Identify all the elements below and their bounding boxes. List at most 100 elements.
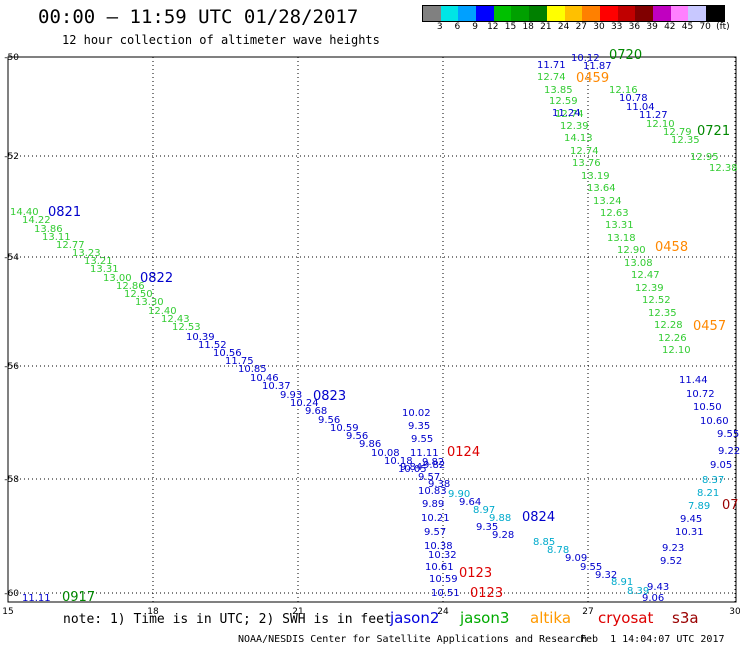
colorbar-swatch <box>476 6 494 21</box>
wave-height-reading: 13.00 <box>103 273 132 284</box>
colorbar-label: 18 <box>522 22 534 32</box>
wave-height-reading: 9.52 <box>660 556 682 567</box>
colorbar-swatch <box>670 6 689 21</box>
wave-height-reading: 9.22 <box>718 446 740 457</box>
colorbar-label: 36 <box>628 22 641 32</box>
wave-height-reading: 12.74 <box>537 72 566 83</box>
wave-height-reading: 9.06 <box>642 593 664 604</box>
colorbar-swatch <box>529 6 547 21</box>
wave-height-reading: 8.85 <box>533 537 555 548</box>
reading-group-pass_h: 8.37 8.21 7.89 <box>688 475 724 512</box>
wave-height-reading: 13.21 <box>84 256 113 267</box>
wave-height-reading: 12.63 <box>600 208 629 219</box>
wave-height-reading: 11.04 <box>626 102 655 113</box>
wave-height-reading: 9.57 <box>418 472 440 483</box>
pass-time-label: 0123 <box>459 566 492 581</box>
wave-height-reading: 13.76 <box>572 158 601 169</box>
wave-height-reading: 12.10 <box>662 345 691 356</box>
wave-height-reading: 10.08 <box>371 448 400 459</box>
wave-height-reading: 13.31 <box>605 220 634 231</box>
axis-ticks: 15 18 21 24 27 30 -50 -52 -54 -56 -58 -60 <box>2 53 740 617</box>
map-grid <box>7 56 736 602</box>
colorbar-label: 70 <box>699 22 711 32</box>
wave-height-reading: 12.35 <box>648 308 677 319</box>
colorbar-label: 42 <box>664 22 676 32</box>
wave-height-reading: 8.78 <box>547 545 569 556</box>
wave-height-readings: 14.4014.2213.8613.1112.7713.2313.2113.31… <box>10 53 740 604</box>
wave-height-reading: 9.82 <box>423 460 445 471</box>
colorbar-label: 39 <box>646 22 658 32</box>
credit-line: NOAA/NESDIS Center for Satellite Applica… <box>238 634 588 645</box>
colorbar-label: 12 <box>487 22 499 32</box>
wave-height-reading: 12.95 <box>690 152 719 163</box>
colorbar-swatch <box>617 6 636 21</box>
wave-height-reading: 13.86 <box>34 224 63 235</box>
wave-height-reading: 9.05 <box>710 460 732 471</box>
wave-height-reading: 12.74 <box>555 109 584 120</box>
wave-height-reading: 9.55 <box>411 434 433 445</box>
wave-height-reading: 9.93 <box>280 390 302 401</box>
wave-height-reading: 9.88 <box>489 513 511 524</box>
wave-height-reading: 9.43 <box>647 582 669 593</box>
lon-tick-label: 24 <box>437 607 449 617</box>
wave-height-reading: 12.47 <box>631 270 660 281</box>
wave-height-reading: 10.37 <box>262 381 291 392</box>
colorbar-swatch <box>546 6 565 21</box>
colorbar-swatch <box>599 6 618 21</box>
wave-height-reading: 8.97 <box>473 505 495 516</box>
wave-height-reading: 10.50 <box>693 402 722 413</box>
wave-height-reading: 12.39 <box>560 121 589 132</box>
colorbar-label: 45 <box>681 22 694 32</box>
wave-height-reading: 14.22 <box>22 215 51 226</box>
reading-group-pass_b: 10.3911.5210.5611.7510.8510.4610.379.931… <box>186 332 460 599</box>
wave-height-reading: 9.89 <box>422 499 444 510</box>
colorbar-label: 30 <box>593 22 605 32</box>
wave-height-reading: 10.46 <box>250 373 279 384</box>
wave-height-reading: 12.43 <box>161 314 190 325</box>
lon-tick-label: 21 <box>292 607 303 617</box>
wave-height-reading: 10.56 <box>213 348 242 359</box>
pass-time-labels: 0821 0822 0823 0824 0124 0123 0123 0720 0721 0459… <box>48 48 739 605</box>
wave-height-reading: 9.56 <box>318 415 340 426</box>
map-frame <box>7 56 737 603</box>
wave-height-reading: 10.02 <box>402 408 431 419</box>
pass-time-label: 0459 <box>576 71 609 86</box>
wave-height-reading: 12.59 <box>549 96 578 107</box>
colorbar-swatch <box>582 6 600 21</box>
colorbar-swatch <box>493 6 512 21</box>
wave-height-reading: 10.83 <box>418 486 447 497</box>
wave-height-reading: 12.90 <box>617 245 646 256</box>
pass-time-label: 0458 <box>655 240 688 255</box>
wave-height-reading: 12.26 <box>658 333 687 344</box>
colorbar-label: (ft) <box>716 22 730 32</box>
lat-tick-label: -56 <box>4 362 19 372</box>
colorbar-label: 33 <box>610 22 623 32</box>
pass-time-label: 0917 <box>62 590 95 605</box>
wave-height-reading: 12.50 <box>124 289 153 300</box>
pass-time-label: 0124 <box>447 445 480 460</box>
lat-tick-label: -54 <box>4 253 19 263</box>
reading-group-pass_a: 14.4014.2213.8613.1112.7713.2313.2113.31… <box>10 207 201 333</box>
wave-height-reading: 8.91 <box>611 577 633 588</box>
wave-height-reading: 12.77 <box>56 240 85 251</box>
wave-height-reading: 10.39 <box>186 332 215 343</box>
wave-height-reading: 12.53 <box>172 322 201 333</box>
wave-height-reading: 12.10 <box>646 119 675 130</box>
colorbar-labels: 3 6 9 12 15 18 21 24 27 30 33 36 39 42 45 70 (ft) <box>422 22 740 34</box>
pass-time-label: 0823 <box>313 389 346 404</box>
wave-height-reading: 14.13 <box>564 133 593 144</box>
wave-height-reading: 9.28 <box>492 530 514 541</box>
colorbar-label: 15 <box>504 22 517 32</box>
wave-height-reading: 10.12 <box>571 53 600 64</box>
wave-height-reading: 12.35 <box>671 135 700 146</box>
wave-height-reading: 13.08 <box>624 258 653 269</box>
wave-height-reading: 9.56 <box>346 431 368 442</box>
lon-tick-label: 15 <box>2 607 13 617</box>
colorbar-swatch <box>564 6 583 21</box>
wave-height-reading: 9.35 <box>476 522 498 533</box>
wave-height-reading: 9.90 <box>448 489 470 500</box>
wave-height-reading: 9.38 <box>428 479 450 490</box>
wave-height-reading: 13.30 <box>135 297 164 308</box>
wave-height-reading: 13.24 <box>593 196 622 207</box>
